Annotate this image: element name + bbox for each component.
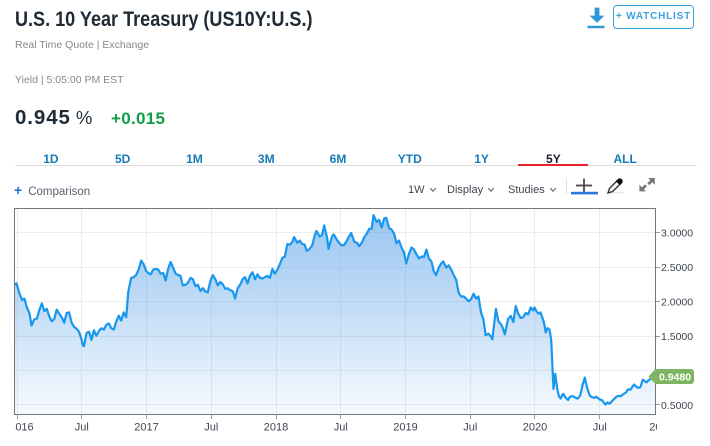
- svg-text:2017: 2017: [134, 422, 158, 434]
- svg-text:0.5000: 0.5000: [661, 400, 693, 412]
- svg-text:1.5000: 1.5000: [661, 331, 693, 343]
- svg-text:Jul: Jul: [204, 422, 218, 434]
- svg-text:0.9480: 0.9480: [659, 371, 691, 383]
- svg-text:2.0000: 2.0000: [661, 297, 693, 309]
- svg-text:2018: 2018: [264, 422, 288, 434]
- svg-text:Jul: Jul: [75, 422, 89, 434]
- svg-text:2.5000: 2.5000: [661, 262, 693, 274]
- svg-text:Jul: Jul: [593, 422, 607, 434]
- svg-text:2021: 2021: [649, 422, 673, 434]
- svg-text:Jul: Jul: [463, 422, 477, 434]
- svg-text:2019: 2019: [393, 422, 417, 434]
- svg-text:Jul: Jul: [334, 422, 348, 434]
- svg-text:2020: 2020: [523, 422, 547, 434]
- svg-text:016: 016: [15, 422, 33, 434]
- svg-text:3.0000: 3.0000: [661, 228, 693, 240]
